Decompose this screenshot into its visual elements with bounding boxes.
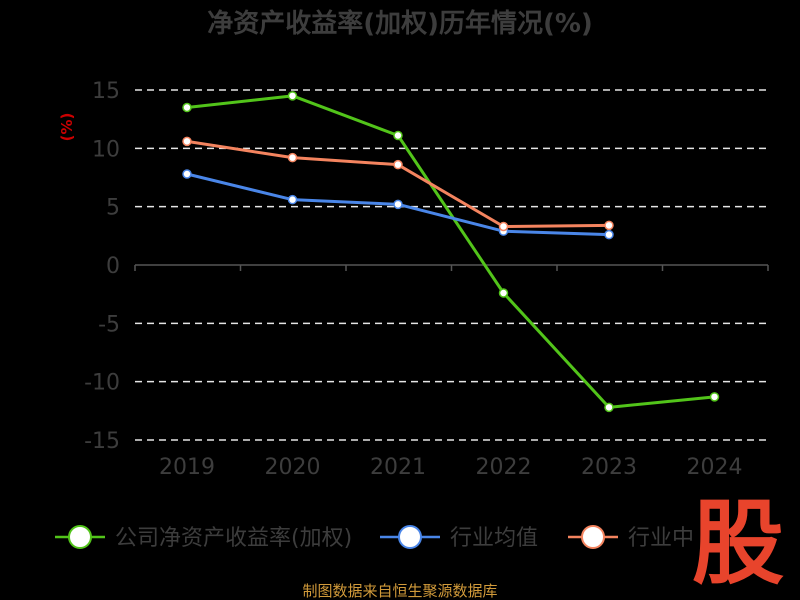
- x-tick-label: 2019: [159, 455, 215, 480]
- data-point[interactable]: [604, 402, 614, 413]
- legend[interactable]: 公司净资产收益率(加权) 行业均值 行业中: [55, 525, 694, 551]
- legend-label: 行业均值: [450, 526, 538, 551]
- data-point[interactable]: [393, 130, 403, 141]
- series-line: [186, 139, 610, 228]
- series-0: [182, 91, 720, 413]
- legend-item-1[interactable]: 行业均值: [380, 525, 538, 551]
- x-axis: 2019 2020 2021 2022 2023 2024: [134, 265, 769, 480]
- data-point[interactable]: [393, 159, 403, 170]
- data-point[interactable]: [287, 91, 298, 101]
- legend-label: 公司净资产收益率(加权): [115, 526, 352, 551]
- legend-swatch-marker: [398, 525, 422, 549]
- data-point[interactable]: [287, 152, 298, 163]
- data-point[interactable]: [287, 194, 298, 205]
- x-tick-label: 2021: [370, 455, 426, 480]
- y-tick-label: 5: [106, 196, 120, 221]
- y-tick-label: 0: [106, 254, 120, 279]
- series-1: [182, 169, 614, 240]
- series-2: [182, 136, 614, 232]
- x-tick-label: 2024: [687, 455, 743, 480]
- legend-item-2[interactable]: 行业中: [568, 525, 694, 551]
- data-point[interactable]: [709, 392, 720, 402]
- data-point[interactable]: [393, 199, 403, 210]
- chart-title: 净资产收益率(加权)历年情况(%): [207, 8, 593, 39]
- y-tick-label: 10: [92, 137, 120, 162]
- data-point[interactable]: [604, 229, 614, 240]
- series-lines: [182, 91, 720, 413]
- source-footer: 制图数据来自恒生聚源数据库: [302, 582, 497, 600]
- legend-swatch-marker: [581, 525, 605, 549]
- brand-logo: 股: [692, 490, 784, 597]
- data-point[interactable]: [498, 288, 509, 298]
- y-tick-label: -15: [84, 429, 120, 454]
- data-point[interactable]: [182, 136, 192, 147]
- x-tick-label: 2023: [581, 455, 637, 480]
- y-tick-labels: 15 10 5 0 -5 -10 -15: [84, 79, 120, 454]
- x-tick-label: 2022: [476, 455, 532, 480]
- series-line: [186, 94, 715, 409]
- legend-label: 行业中: [628, 526, 694, 551]
- data-point[interactable]: [604, 220, 614, 231]
- data-point[interactable]: [498, 221, 509, 232]
- legend-swatch-marker: [68, 525, 92, 549]
- data-point[interactable]: [182, 102, 192, 113]
- y-tick-label: -5: [98, 312, 120, 337]
- y-axis-label: (%): [58, 113, 76, 142]
- y-tick-label: 15: [92, 79, 120, 104]
- legend-item-0[interactable]: 公司净资产收益率(加权): [55, 525, 352, 551]
- x-tick-label: 2020: [265, 455, 321, 480]
- data-point[interactable]: [182, 169, 192, 179]
- y-tick-label: -10: [84, 371, 120, 396]
